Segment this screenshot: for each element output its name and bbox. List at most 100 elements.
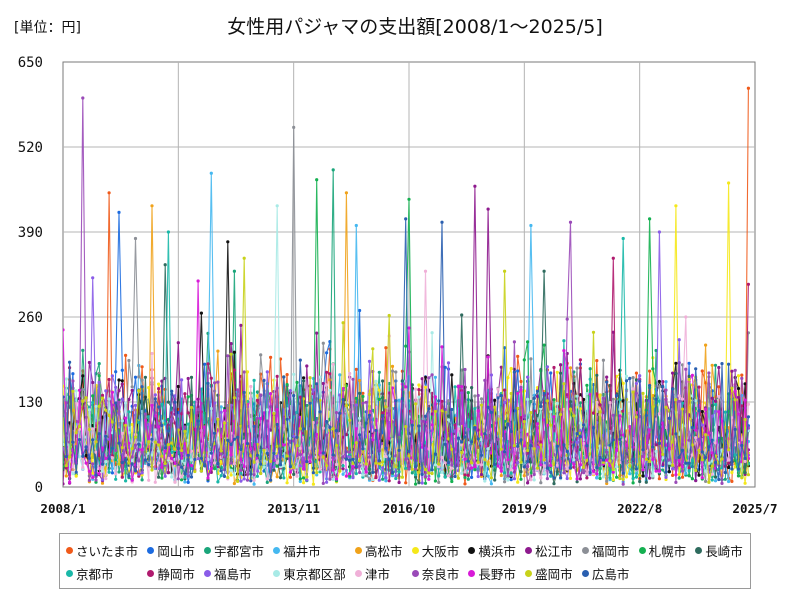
series-point <box>542 269 546 273</box>
series-point <box>578 407 583 411</box>
series-point <box>311 388 315 392</box>
series-point <box>562 382 566 386</box>
series-point <box>463 423 467 427</box>
series-point <box>183 392 187 396</box>
series-point <box>153 440 157 444</box>
series-point <box>641 468 645 472</box>
series-point <box>440 436 444 440</box>
series-point <box>522 444 526 448</box>
series-point <box>97 432 101 436</box>
series-point <box>64 464 68 468</box>
series-point <box>133 469 138 473</box>
series-point <box>694 468 698 472</box>
series-point <box>414 465 418 469</box>
series-point <box>377 388 381 392</box>
series-point <box>331 168 335 172</box>
series-point <box>100 481 105 485</box>
series-point <box>430 331 434 335</box>
series-point <box>295 435 299 439</box>
series-point <box>634 475 639 479</box>
series-point <box>127 358 131 363</box>
series-point <box>341 387 345 391</box>
legend-item: 高松市 <box>354 541 410 560</box>
series-point <box>137 375 141 379</box>
series-point <box>687 461 691 465</box>
series-point <box>690 458 695 462</box>
series-point <box>661 462 665 467</box>
series-point <box>591 472 596 476</box>
series-point <box>298 446 302 450</box>
series-point <box>390 386 395 390</box>
series-point <box>114 472 118 476</box>
series-point <box>180 465 184 469</box>
series-point <box>348 408 352 412</box>
series-point <box>407 454 411 458</box>
series-point <box>562 349 566 353</box>
legend-item: 松江市 <box>525 541 580 560</box>
series-point <box>506 422 510 426</box>
series-point <box>450 447 454 451</box>
legend-label: 岡山市 <box>157 544 195 559</box>
series-point <box>578 435 583 439</box>
series-point <box>591 469 596 473</box>
series-point <box>473 407 477 411</box>
series-point <box>506 458 510 462</box>
series-point <box>189 449 194 453</box>
series-point <box>371 438 375 442</box>
series-point <box>259 416 263 421</box>
series-point <box>549 474 553 478</box>
series-point <box>423 481 428 485</box>
series-point <box>331 477 335 481</box>
series-point <box>427 447 431 451</box>
series-point <box>519 428 523 432</box>
series-point <box>489 482 493 486</box>
series-point <box>361 391 365 395</box>
series-point <box>582 423 586 427</box>
series-point <box>278 357 283 361</box>
series-point <box>559 412 563 417</box>
series-point <box>371 347 375 351</box>
series-point <box>727 465 731 470</box>
series-point <box>147 440 151 444</box>
series-point <box>595 476 599 480</box>
series-point <box>97 421 101 425</box>
series-point <box>704 455 708 460</box>
series-point <box>433 479 437 483</box>
series-point <box>239 479 243 483</box>
x-tick-label: 2010/12 <box>152 501 205 516</box>
series-point <box>423 269 428 273</box>
series-point <box>410 471 414 475</box>
legend-label: 長野市 <box>478 567 516 582</box>
series-point <box>189 405 194 410</box>
series-point <box>196 397 200 401</box>
series-point <box>285 383 289 387</box>
series-point <box>394 399 398 403</box>
series-point <box>575 480 579 484</box>
series-point <box>529 478 533 482</box>
series-point <box>104 434 108 438</box>
series-point <box>173 394 177 398</box>
series-point <box>183 480 187 484</box>
series-point <box>437 462 441 466</box>
series-point <box>269 355 273 359</box>
series-point <box>328 477 332 481</box>
series-point <box>367 455 372 459</box>
series-point <box>526 481 530 485</box>
series-point <box>367 413 372 417</box>
series-point <box>318 470 322 474</box>
series-point <box>397 398 401 402</box>
series-point <box>348 418 352 422</box>
series-point <box>427 376 431 380</box>
series-point <box>354 427 358 431</box>
series-point <box>730 470 734 475</box>
series-point <box>91 462 95 466</box>
series-point <box>743 481 747 485</box>
series-point <box>516 391 520 395</box>
series-point <box>222 421 227 425</box>
series-point <box>707 480 711 484</box>
series-point <box>657 399 662 403</box>
series-point <box>68 480 72 484</box>
series-point <box>407 197 411 201</box>
series-point <box>124 401 128 405</box>
series-point <box>377 370 381 374</box>
